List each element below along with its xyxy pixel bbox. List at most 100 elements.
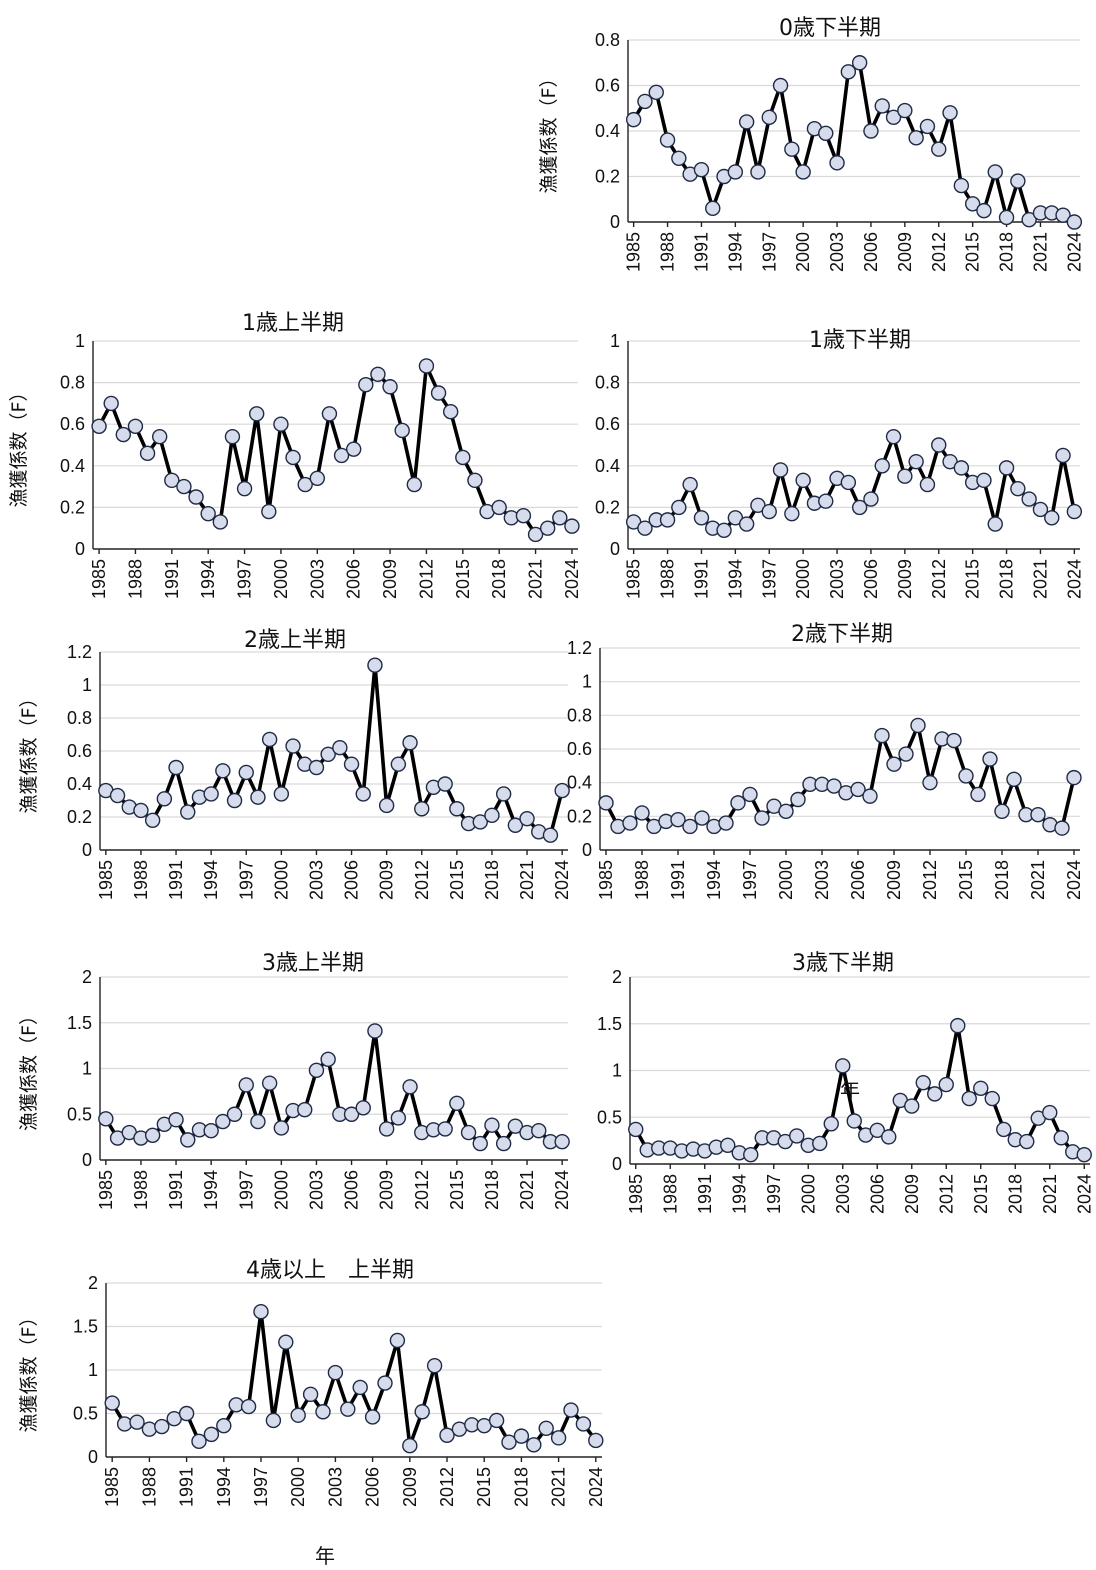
x-tick-label: 2006: [848, 860, 868, 900]
x-tick-label: 2009: [902, 1174, 922, 1214]
x-tick-label: 2009: [400, 1467, 420, 1507]
x-tick-label: 2003: [306, 1170, 326, 1210]
data-point: [742, 786, 758, 803]
data-point: [958, 768, 974, 784]
data-point: [285, 449, 301, 466]
data-point: [538, 1420, 554, 1436]
data-point: [437, 1121, 453, 1137]
x-tick-label: 2012: [412, 860, 432, 900]
data-point: [671, 499, 687, 516]
data-point: [290, 1407, 306, 1423]
x-tick-label: 1994: [729, 1174, 749, 1214]
data-point: [144, 812, 161, 828]
data-point: [103, 395, 119, 412]
data-point: [129, 1414, 145, 1430]
data-point: [236, 480, 253, 497]
y-tick-label: 0: [88, 1447, 98, 1467]
x-tick-label: 2009: [380, 559, 400, 599]
data-point: [738, 114, 755, 130]
x-tick-label: 1985: [624, 232, 644, 272]
y-tick-label: 0.6: [595, 414, 620, 434]
x-tick-label: 1985: [96, 860, 116, 900]
chart-title: 3歳上半期: [262, 951, 364, 976]
data-point: [343, 1106, 360, 1122]
x-tick-label: 2021: [517, 860, 537, 900]
x-tick-label: 2021: [1040, 1174, 1060, 1214]
data-point: [273, 416, 289, 432]
data-point: [352, 1379, 368, 1396]
data-point: [885, 428, 902, 445]
y-tick-label: 1.5: [67, 1013, 92, 1033]
data-point: [846, 1113, 862, 1129]
y-tick-label: 0.8: [567, 705, 592, 725]
x-tick-label: 2024: [552, 860, 572, 900]
x-tick-label: 1985: [624, 559, 644, 599]
y-tick-label: 0.4: [567, 773, 592, 793]
data-point: [156, 791, 173, 807]
x-tick-label: 1988: [658, 559, 678, 599]
chart-title: 2歳下半期: [791, 622, 893, 647]
data-point: [1066, 214, 1083, 230]
data-point: [694, 810, 710, 826]
data-point: [472, 814, 488, 830]
data-point: [554, 782, 570, 799]
data-point: [426, 1357, 443, 1374]
data-point: [402, 735, 418, 751]
x-axis-label-right: 年: [840, 1078, 860, 1102]
data-point: [761, 503, 777, 520]
data-point: [133, 802, 149, 819]
data-point: [224, 428, 241, 445]
x-tick-label: 2024: [1064, 559, 1084, 599]
data-point: [98, 1111, 114, 1127]
data-point: [507, 1118, 524, 1134]
data-point: [588, 1432, 604, 1449]
data-point: [178, 1405, 195, 1422]
chart-title: 2歳上半期: [244, 628, 346, 653]
data-point: [343, 756, 360, 772]
data-point: [851, 499, 868, 516]
x-tick-label: 2015: [447, 1170, 467, 1210]
data-point: [406, 476, 423, 493]
data-point: [501, 1434, 517, 1450]
data-point: [919, 118, 936, 135]
data-point: [970, 786, 986, 803]
data-point: [659, 512, 676, 528]
data-point: [772, 77, 789, 94]
x-tick-label: 2000: [798, 1174, 818, 1214]
data-point: [1006, 771, 1022, 787]
data-point: [946, 732, 962, 749]
data-point: [953, 177, 970, 194]
chart-panel-0: 0 0.2 0.4 0.6 0.8 1985 1988 1991 1994 1997 2000 200…: [538, 16, 1084, 272]
data-point: [308, 1062, 325, 1079]
chart-panel-6: 0 0.5 1 1.5 2 1985 1988 1991 1994 1997 2000 2003 200…: [597, 951, 1094, 1214]
data-point: [743, 1146, 759, 1163]
chart-title: 1歳下半期: [809, 328, 911, 353]
x-tick-label: 2024: [562, 559, 582, 599]
data-point: [203, 1123, 219, 1139]
x-tick-label: 2000: [793, 559, 813, 599]
y-tick-label: 0.6: [67, 741, 92, 761]
x-tick-label: 2015: [971, 1174, 991, 1214]
data-point: [634, 805, 650, 821]
x-tick-label: 1994: [214, 1467, 234, 1507]
x-tick-label: 1994: [725, 559, 745, 599]
data-point: [789, 1128, 805, 1144]
data-point: [320, 746, 336, 762]
x-tick-label: 2021: [526, 559, 546, 599]
data-point: [919, 476, 936, 493]
series-line: [104, 1029, 563, 1146]
x-tick-label: 2024: [586, 1467, 606, 1507]
x-tick-label: 2015: [453, 559, 473, 599]
data-point: [976, 202, 992, 219]
x-tick-label: 2009: [377, 1170, 397, 1210]
series-line: [110, 1309, 598, 1448]
data-point: [472, 1135, 488, 1152]
chart-title: 3歳下半期: [792, 951, 894, 976]
y-tick-label: 0.6: [567, 739, 592, 759]
data-point: [495, 786, 512, 802]
x-tick-label: 2021: [517, 1170, 537, 1210]
chart-title: 4歳以上 上半期: [246, 1258, 414, 1283]
data-point: [1030, 806, 1046, 823]
data-point: [598, 795, 614, 811]
data-point: [402, 1437, 418, 1454]
